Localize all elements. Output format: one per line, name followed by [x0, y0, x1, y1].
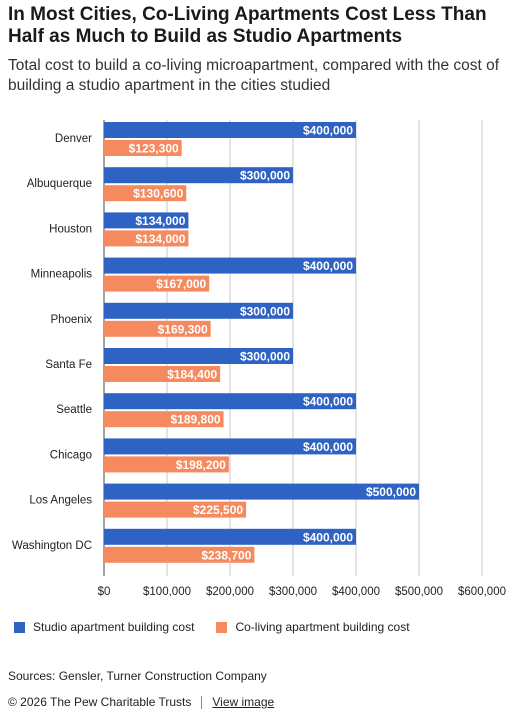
chart-subtitle: Total cost to build a co-living microapa… [8, 57, 500, 94]
view-image-link[interactable]: View image [212, 695, 275, 709]
studio-value-label: $134,000 [135, 214, 185, 228]
coliving-bar [104, 275, 210, 292]
coliving-bar [104, 230, 189, 247]
studio-bar [104, 212, 189, 229]
coliving-value-label: $123,300 [129, 142, 179, 156]
legend-item-studio: Studio apartment building cost [14, 620, 194, 634]
coliving-value-label: $134,000 [135, 232, 185, 246]
coliving-bar [104, 546, 255, 563]
coliving-bar [104, 411, 224, 428]
studio-bar [104, 348, 293, 364]
coliving-value-label: $167,000 [156, 277, 206, 291]
category-label: Houston [49, 223, 92, 235]
studio-value-label: $500,000 [366, 485, 416, 499]
coliving-value-label: $169,300 [158, 322, 208, 336]
studio-value-label: $400,000 [303, 259, 353, 273]
studio-bar [104, 122, 356, 138]
coliving-bar [104, 185, 187, 202]
coliving-bar [104, 366, 221, 382]
studio-value-label: $400,000 [303, 395, 353, 409]
coliving-bar [104, 456, 229, 473]
coliving-value-label: $238,700 [201, 548, 251, 562]
x-tick-label: $0 [98, 586, 111, 598]
footer-divider [201, 695, 203, 709]
coliving-value-label: $184,400 [167, 368, 217, 382]
legend-label-studio: Studio apartment building cost [33, 620, 195, 634]
coliving-bar [104, 501, 247, 518]
legend-item-coliving: Co-living apartment building cost [216, 620, 410, 634]
category-label: Denver [55, 133, 92, 145]
x-tick-label: $500,000 [395, 586, 443, 598]
x-tick-label: $400,000 [332, 586, 380, 598]
category-label: Seattle [56, 404, 92, 416]
studio-value-label: $400,000 [303, 124, 353, 138]
footer: © 2026 The Pew Charitable Trusts View im… [8, 695, 274, 709]
studio-value-label: $300,000 [240, 169, 290, 183]
legend-label-coliving: Co-living apartment building cost [235, 620, 410, 634]
source-note: Sources: Gensler, Turner Construction Co… [8, 669, 267, 683]
legend: Studio apartment building cost Co-living… [14, 620, 410, 634]
studio-bar [104, 393, 356, 410]
studio-bar [104, 528, 356, 545]
bar-chart: $0 $100,000 $200,000 $300,000 $400,000 $500,0… [12, 120, 506, 598]
x-tick-label: $100,000 [143, 586, 191, 598]
category-label: Los Angeles [29, 495, 92, 507]
studio-bar [104, 257, 356, 274]
studio-bar [104, 302, 293, 319]
category-label: Chicago [50, 449, 92, 461]
studio-value-label: $300,000 [240, 350, 290, 364]
category-label: Albuquerque [27, 178, 92, 190]
studio-bar [104, 483, 419, 500]
coliving-value-label: $189,800 [171, 413, 221, 427]
coliving-value-label: $198,200 [176, 458, 226, 472]
category-label: Minneapolis [31, 269, 93, 281]
studio-value-label: $400,000 [303, 440, 353, 454]
coliving-bar [104, 140, 182, 156]
x-tick-label: $200,000 [206, 586, 254, 598]
x-tick-label: $300,000 [269, 586, 317, 598]
studio-value-label: $400,000 [303, 530, 353, 544]
category-label: Santa Fe [45, 359, 92, 371]
studio-bar [104, 438, 356, 455]
legend-swatch-studio [14, 621, 25, 633]
studio-value-label: $300,000 [240, 304, 290, 318]
category-label: Phoenix [50, 314, 92, 326]
coliving-value-label: $130,600 [133, 187, 183, 201]
coliving-bar [104, 320, 211, 337]
studio-bar [104, 167, 293, 184]
coliving-value-label: $225,500 [193, 503, 243, 517]
legend-swatch-coliving [216, 621, 228, 633]
x-tick-label: $600,000 [458, 586, 506, 598]
chart-title: In Most Cities, Co-Living Apartments Cos… [8, 4, 487, 47]
category-label: Washington DC [12, 540, 92, 552]
copyright: © 2026 The Pew Charitable Trusts [8, 695, 192, 709]
